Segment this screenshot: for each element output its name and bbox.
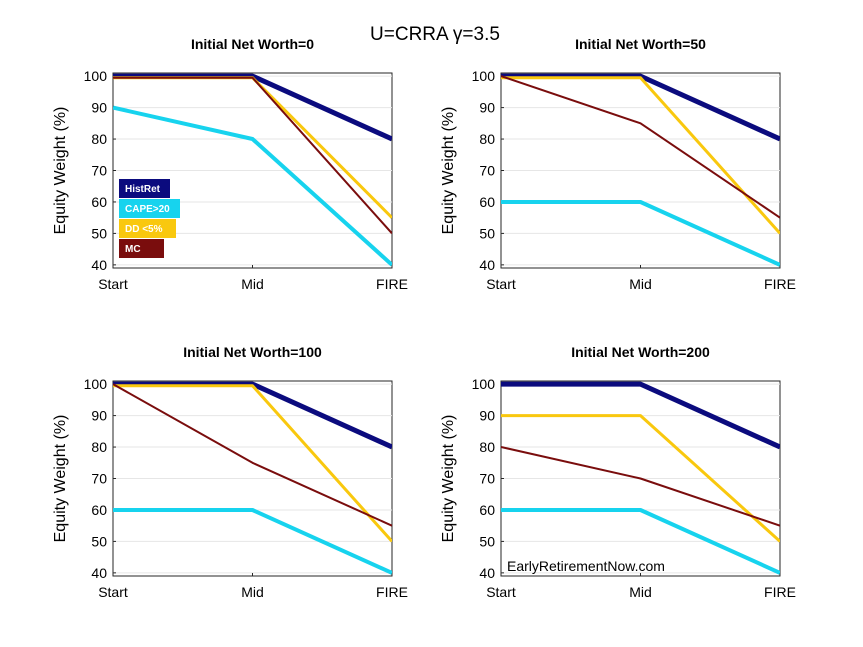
x-tick-label: Start bbox=[98, 276, 128, 292]
legend-label: DD <5% bbox=[125, 224, 163, 235]
series-group bbox=[113, 73, 392, 267]
legend: HistRet CAPE>20 DD <5% MC bbox=[119, 179, 180, 258]
x-tick-label: Mid bbox=[629, 276, 652, 292]
x-tick-label: Mid bbox=[241, 276, 264, 292]
panel-title: Initial Net Worth=200 bbox=[571, 344, 710, 360]
y-tick-label: 60 bbox=[91, 194, 107, 210]
x-tick-label: Mid bbox=[629, 584, 652, 600]
series-group bbox=[113, 381, 392, 575]
panel-title: Initial Net Worth=50 bbox=[575, 36, 706, 52]
panel-3: 40 50 60 70 80 90 100 Start Mid FIRE Initial Net W… bbox=[440, 344, 796, 600]
series-line-histret bbox=[501, 73, 780, 142]
panels: 40 50 60 70 80 90 100 Start Mid FIRE Initial Net W… bbox=[52, 36, 796, 600]
y-tick-label: 60 bbox=[479, 194, 495, 210]
legend-swatch bbox=[119, 219, 176, 238]
series-line-cape-20 bbox=[501, 508, 780, 575]
x-tick-label: FIRE bbox=[764, 276, 796, 292]
y-tick-label: 40 bbox=[479, 565, 495, 581]
y-tick-label: 90 bbox=[479, 100, 495, 116]
y-axis-label: Equity Weight (%) bbox=[52, 107, 69, 235]
y-axis-label: Equity Weight (%) bbox=[440, 107, 457, 235]
series-line-dd-5 bbox=[113, 384, 392, 543]
y-tick-label: 100 bbox=[84, 376, 108, 392]
y-tick-label: 50 bbox=[479, 533, 495, 549]
x-tick-label: Mid bbox=[241, 584, 264, 600]
legend-swatch bbox=[119, 239, 164, 258]
series-line-cape-20 bbox=[113, 105, 392, 267]
y-tick-label: 40 bbox=[91, 257, 107, 273]
y-tick-label: 40 bbox=[479, 257, 495, 273]
y-tick-label: 40 bbox=[91, 565, 107, 581]
panel-2: 40 50 60 70 80 90 100 Start Mid FIRE Initial Net W… bbox=[52, 344, 408, 600]
y-tick-label: 80 bbox=[479, 131, 495, 147]
legend-label: CAPE>20 bbox=[125, 204, 170, 215]
series-line-histret bbox=[501, 381, 780, 450]
legend-swatch bbox=[119, 199, 180, 218]
y-tick-label: 80 bbox=[91, 131, 107, 147]
x-tick-label: Start bbox=[98, 584, 128, 600]
panel-title: Initial Net Worth=100 bbox=[183, 344, 322, 360]
y-tick-label: 100 bbox=[472, 376, 496, 392]
x-tick-label: FIRE bbox=[376, 276, 408, 292]
panel-title: Initial Net Worth=0 bbox=[191, 36, 314, 52]
y-tick-label: 90 bbox=[91, 408, 107, 424]
y-tick-label: 70 bbox=[479, 163, 495, 179]
panel-1: 40 50 60 70 80 90 100 Start Mid FIRE Initial Net W… bbox=[440, 36, 796, 292]
series-group bbox=[501, 381, 780, 575]
y-tick-label: 60 bbox=[91, 502, 107, 518]
y-axis-label: Equity Weight (%) bbox=[52, 415, 69, 543]
y-tick-label: 50 bbox=[479, 225, 495, 241]
series-line-dd-5 bbox=[501, 414, 780, 543]
y-tick-label: 90 bbox=[479, 408, 495, 424]
y-tick-label: 100 bbox=[472, 68, 496, 84]
y-tick-label: 70 bbox=[479, 471, 495, 487]
series-line-dd-5 bbox=[501, 76, 780, 235]
y-tick-label: 70 bbox=[91, 471, 107, 487]
series-group bbox=[501, 73, 780, 267]
series-line-cape-20 bbox=[113, 508, 392, 575]
y-tick-label: 80 bbox=[479, 439, 495, 455]
x-tick-label: FIRE bbox=[764, 584, 796, 600]
legend-label: MC bbox=[125, 244, 141, 255]
y-tick-label: 60 bbox=[479, 502, 495, 518]
series-line-mc bbox=[501, 446, 780, 527]
y-tick-label: 80 bbox=[91, 439, 107, 455]
x-tick-label: Start bbox=[486, 276, 516, 292]
legend-label: HistRet bbox=[125, 184, 161, 195]
series-line-mc bbox=[113, 76, 392, 235]
figure-title: U=CRRA γ=3.5 bbox=[370, 24, 500, 45]
watermark: EarlyRetirementNow.com bbox=[507, 558, 665, 574]
y-axis-label: Equity Weight (%) bbox=[440, 415, 457, 543]
series-line-mc bbox=[501, 75, 780, 219]
y-tick-label: 70 bbox=[91, 163, 107, 179]
legend-swatch bbox=[119, 179, 170, 198]
series-line-histret bbox=[113, 381, 392, 450]
series-line-cape-20 bbox=[501, 200, 780, 267]
y-tick-label: 50 bbox=[91, 533, 107, 549]
series-line-mc bbox=[113, 383, 392, 527]
y-tick-label: 50 bbox=[91, 225, 107, 241]
y-tick-label: 100 bbox=[84, 68, 108, 84]
series-line-histret bbox=[113, 73, 392, 142]
x-tick-label: Start bbox=[486, 584, 516, 600]
y-tick-label: 90 bbox=[91, 100, 107, 116]
x-tick-label: FIRE bbox=[376, 584, 408, 600]
